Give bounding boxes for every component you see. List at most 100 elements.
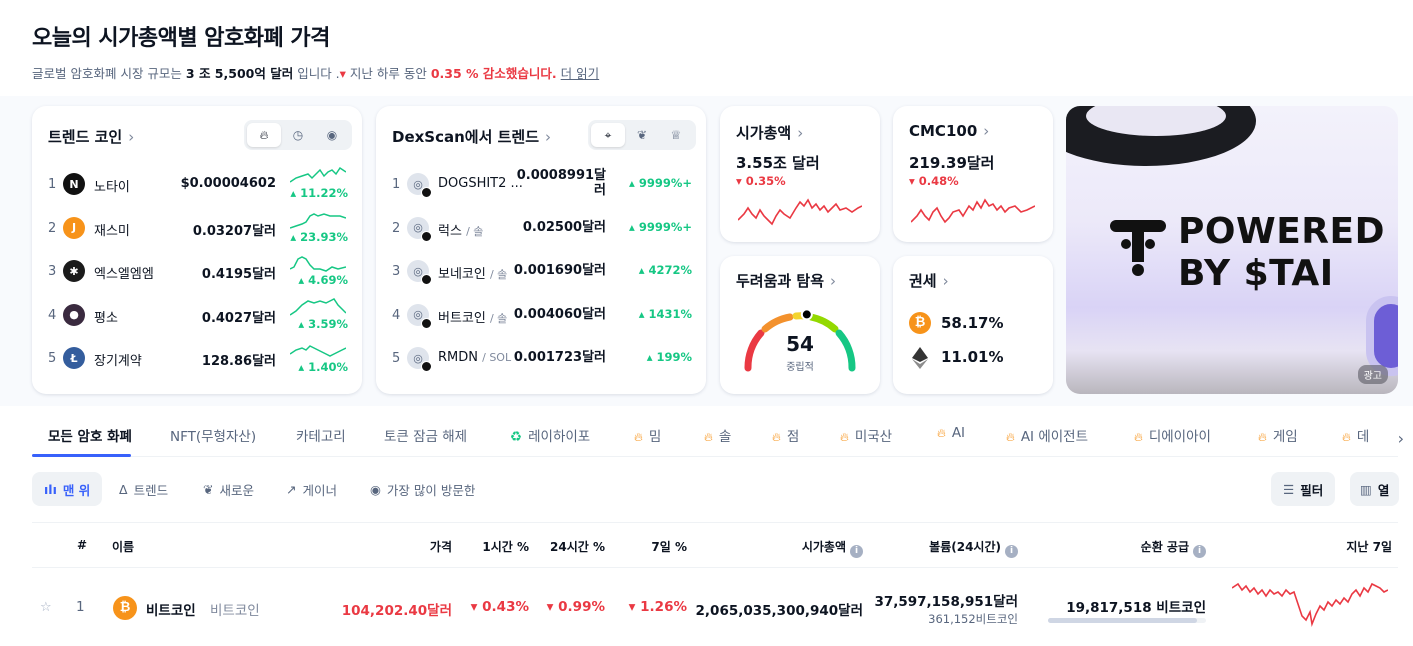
trending-coin-row[interactable]: 3 ✱ 엑스엘엠엠 0.4195달러 ▴ 4.69%	[48, 253, 348, 293]
clock-icon[interactable]: ◷	[292, 128, 304, 142]
token-price: 0.02500달러	[522, 219, 606, 235]
header-7d[interactable]: 7일 %	[651, 540, 687, 554]
coin-change: ▴ 11.22%	[290, 186, 348, 200]
header-supply[interactable]: 순환 공급 i	[1141, 538, 1206, 558]
dexscan-token-row[interactable]: 3 ◎ 보네코인 / 솔 0.001690달러 ▴ 4272%	[392, 253, 692, 293]
info-icon: i	[850, 545, 863, 558]
columns-button[interactable]: ▥ 열	[1350, 472, 1400, 506]
dexscan-token-row[interactable]: 5 ◎ RMDN / SOL 0.001723달러 ▴ 199%	[392, 340, 692, 380]
trending-coins-title[interactable]: 트렌드 코인 ›	[48, 128, 135, 146]
fear-greed-gauge	[744, 308, 856, 372]
tab-3[interactable]: 카테고리	[296, 429, 346, 445]
dominance-card[interactable]: 권세 › ₿ 58.17% 11.01%	[893, 256, 1053, 394]
info-icon: i	[1005, 545, 1018, 558]
tab-2[interactable]: NFT(무형자산)	[170, 429, 257, 445]
coin-price: 0.4027달러	[201, 310, 276, 326]
trending-coin-row[interactable]: 4 ● 평소 0.4027달러 ▴ 3.59%	[48, 297, 348, 337]
coin-change: ▴ 1.40%	[298, 360, 348, 374]
cmc100-card[interactable]: CMC100 › 219.39달러 ▾ 0.48%	[893, 106, 1053, 242]
dexscan-title[interactable]: DexScan에서 트렌드 ›	[392, 128, 552, 146]
tab-10[interactable]: 🔥︎ AI	[937, 425, 966, 441]
filter-trend-button[interactable]: ᐃ 트렌드	[119, 481, 169, 498]
token-icon: ◎	[407, 216, 432, 242]
tab-11[interactable]: 🔥︎ AI 에이전트	[1006, 429, 1089, 445]
market-cap-card[interactable]: 시가총액 › 3.55조 달러 ▾ 0.35%	[720, 106, 880, 242]
token-change: ▴ 1431%	[638, 306, 692, 321]
coin-price: 0.03207달러	[192, 223, 276, 239]
header-market-cap[interactable]: 시가총액 i	[802, 538, 863, 558]
filter-gainer-button[interactable]: ↗ 게이너	[286, 481, 337, 498]
rank: 2	[392, 220, 401, 236]
tab-13[interactable]: 🔥︎ 게임	[1258, 429, 1298, 445]
dexscan-token-row[interactable]: 1 ◎ DOGSHIT2 ... 0.0008991달 러 ▴ 9999%+	[392, 166, 692, 206]
token-change: ▴ 4272%	[638, 263, 692, 277]
rank: 4	[392, 307, 401, 323]
tab-7[interactable]: 🔥︎ 솔	[704, 429, 732, 445]
tab-9[interactable]: 🔥︎ 미국산	[840, 429, 893, 445]
filter-new-button[interactable]: ❦ 새로운	[203, 481, 254, 498]
header-1h[interactable]: 1시간 %	[482, 540, 529, 554]
fear-greed-title: 두려움과 탐욕 ›	[736, 272, 837, 290]
header-24h[interactable]: 24시간 %	[550, 540, 605, 554]
network-icon[interactable]: ⌖	[591, 123, 625, 147]
trending-coin-row[interactable]: 1 N 노타이 $0.00004602 ▴ 11.22%	[48, 166, 348, 206]
cmc100-change: ▾ 0.48%	[909, 174, 959, 188]
coin-name: 엑스엘엠엠	[94, 267, 154, 282]
tab-8[interactable]: 🔥︎ 점	[772, 429, 800, 445]
solana-badge-icon	[421, 274, 432, 285]
solana-badge-icon	[421, 230, 432, 242]
notai-icon: N	[63, 173, 85, 195]
fire-icon[interactable]: 🔥︎	[247, 123, 281, 147]
star-icon[interactable]: ☆	[40, 600, 52, 615]
rank: 3	[48, 264, 57, 279]
token-change: ▴ 9999%+	[629, 176, 692, 190]
coin-change: ▴ 23.93%	[290, 229, 348, 244]
fire-icon: 🔥︎	[1258, 430, 1267, 444]
dexscan-card: DexScan에서 트렌드 › ⌖ ❦ ♕ 1 ◎ DOGSHIT2 ... 0.00…	[376, 106, 706, 394]
dominance-title: 권세 ›	[909, 272, 949, 290]
trending-coin-row[interactable]: 5 Ł 장기계약 128.86달러 ▴ 1.40%	[48, 340, 348, 380]
rank: 4	[48, 307, 57, 323]
table-header: # 이름 가격 1시간 % 24시간 % 7일 % 시가총액 i 볼륨(24시간)…	[32, 522, 1398, 568]
seedling-icon[interactable]: ❦	[636, 128, 648, 142]
trending-tab-group: 🔥︎ ◷ ◉	[244, 120, 352, 150]
table-row[interactable]: ☆ 1 ₿ 비트코인 비트코인 104,202.40달러 ▾ 0.43% ▾ 0…	[32, 570, 1398, 646]
fear-greed-card[interactable]: 두려움과 탐욕 › 54 중립적	[720, 256, 880, 394]
trophy-icon[interactable]: ♕	[670, 128, 682, 142]
header-name[interactable]: 이름	[112, 540, 135, 554]
filter-top-button[interactable]: ılı 맨 위	[32, 472, 103, 506]
trending-coin-row[interactable]: 2 J 재스미 0.03207달러 ▴ 23.93%	[48, 210, 348, 250]
columns-icon: ▥	[1360, 481, 1372, 497]
chevron-right-icon[interactable]: ›	[1397, 429, 1404, 448]
token-name: 럭스 / 솔	[438, 223, 484, 239]
tab-6[interactable]: 🔥︎ 밈	[634, 429, 662, 445]
coin-name[interactable]: 비트코인	[146, 603, 196, 619]
header-volume[interactable]: 볼륨(24시간) i	[929, 538, 1018, 558]
fire-icon: 🔥︎	[840, 430, 849, 444]
token-change: ▴ 199%	[646, 350, 692, 364]
filter-visited-button[interactable]: ◉ 가장 많이 방문한	[370, 481, 476, 498]
tab-4[interactable]: 토큰 잠금 해제	[384, 429, 468, 445]
trending-up-icon: ↗	[286, 481, 297, 497]
coin-sparkline	[290, 166, 346, 183]
tab-5[interactable]: ♻ 레이하이포	[510, 429, 591, 445]
read-more-link[interactable]: 더 읽기	[560, 66, 600, 81]
dexscan-token-row[interactable]: 4 ◎ 버트코인 / 솔 0.004060달러 ▴ 1431%	[392, 297, 692, 337]
dexscan-token-row[interactable]: 2 ◎ 럭스 / 솔 0.02500달러 ▴ 9999%+	[392, 210, 692, 250]
tab-12[interactable]: 🔥︎ 디에이아이	[1134, 429, 1211, 445]
header-price[interactable]: 가격	[429, 540, 452, 554]
eth-dominance: 11.01%	[941, 348, 1004, 366]
solana-badge-icon	[421, 317, 432, 329]
ad-banner[interactable]: POWERED BY $TAI 광고	[1066, 106, 1398, 394]
token-price: 0.001690달러	[513, 263, 606, 278]
rank: 2	[48, 220, 57, 236]
tab-1[interactable]: 모든 암호 화폐	[48, 429, 132, 445]
fire-outline-icon: ᐃ	[119, 481, 128, 497]
tab-14[interactable]: 🔥︎ 데	[1342, 429, 1370, 445]
header-last-7d[interactable]: 지난 7일	[1346, 540, 1392, 554]
cmc100-value: 219.39달러	[909, 154, 995, 172]
circulating-supply: 19,817,518 비트코인	[1066, 600, 1206, 616]
eye-icon[interactable]: ◉	[326, 128, 338, 142]
header-rank[interactable]: #	[77, 538, 88, 552]
filter-button[interactable]: ☰ 필터	[1271, 472, 1336, 506]
